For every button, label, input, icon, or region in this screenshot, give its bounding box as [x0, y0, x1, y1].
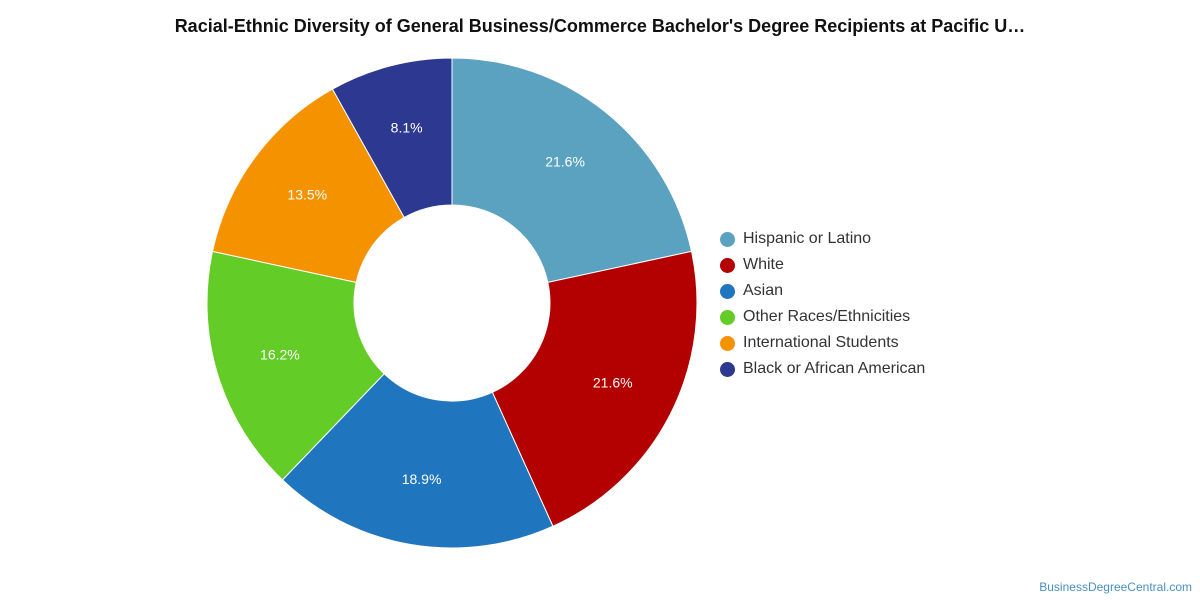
legend-item[interactable]: White: [720, 252, 925, 278]
slice-black-or-african-american[interactable]: [331, 57, 453, 219]
slice-value-label: 16.2%: [260, 346, 300, 362]
legend-swatch-icon: [720, 283, 735, 299]
slice-hispanic-or-latino[interactable]: [451, 57, 693, 283]
legend-item[interactable]: International Students: [720, 330, 925, 356]
legend-swatch-icon: [720, 335, 735, 351]
slice-other-races-ethnicities[interactable]: [206, 250, 385, 481]
legend-label: International Students: [743, 334, 899, 351]
legend-label: White: [743, 256, 784, 273]
legend-item[interactable]: Hispanic or Latino: [720, 226, 925, 252]
legend-label: Other Races/Ethnicities: [743, 308, 911, 325]
slice-white[interactable]: [491, 250, 698, 527]
legend-item[interactable]: Black or African American: [720, 356, 925, 382]
slice-value-label: 13.5%: [287, 187, 327, 203]
slice-value-label: 18.9%: [402, 471, 442, 487]
legend-swatch-icon: [720, 309, 735, 325]
legend-label: Asian: [743, 282, 784, 299]
legend-swatch-icon: [720, 257, 735, 273]
legend-label: Black or African American: [743, 360, 926, 377]
legend: Hispanic or Latino White Asian Other Races/…: [720, 226, 925, 382]
slice-value-label: 21.6%: [545, 154, 585, 170]
slice-value-label: 21.6%: [593, 375, 633, 391]
legend-swatch-icon: [720, 231, 735, 247]
slice-international-students[interactable]: [211, 88, 405, 283]
chart-title: Racial-Ethnic Diversity of General Busin…: [174, 16, 1026, 36]
slice-asian[interactable]: [281, 373, 554, 549]
legend-swatch-icon: [720, 361, 735, 377]
legend-item[interactable]: Other Races/Ethnicities: [720, 304, 925, 330]
source-link[interactable]: BusinessDegreeCentral.com: [1039, 580, 1192, 594]
legend-label: Hispanic or Latino: [743, 230, 872, 247]
slices-group: [206, 57, 698, 549]
labels-group: 21.6% 21.6% 18.9% 16.2% 13.5% 8.1%: [260, 120, 633, 488]
slice-value-label: 8.1%: [391, 120, 423, 136]
legend-item[interactable]: Asian: [720, 278, 925, 304]
